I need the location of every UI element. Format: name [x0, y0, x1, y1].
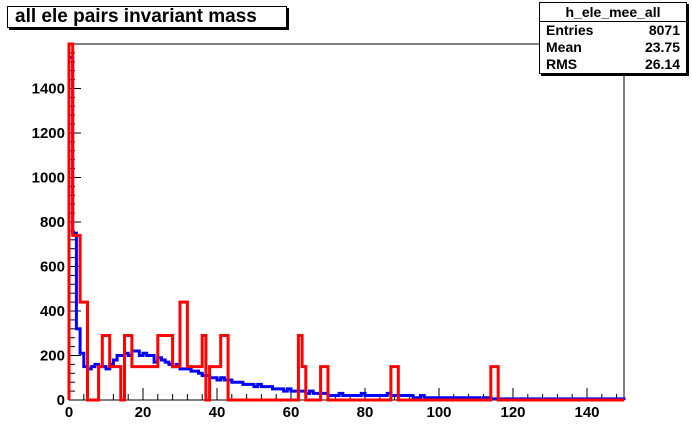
x-tick-label: 20 — [135, 404, 152, 421]
y-tick-label: 600 — [40, 259, 65, 276]
histogram-series-2 — [67, 42, 624, 402]
x-tick-label: 60 — [283, 404, 300, 421]
plot-area — [68, 43, 625, 401]
x-tick-label: 100 — [426, 404, 451, 421]
chart-title-box: all ele pairs invariant mass — [7, 6, 287, 28]
x-tick-label: 140 — [574, 404, 599, 421]
x-tick-label: 120 — [500, 404, 525, 421]
stats-histogram-name: h_ele_mee_all — [540, 3, 686, 22]
y-tick-label: 0 — [57, 392, 65, 409]
stats-row-mean: Mean 23.75 — [540, 39, 686, 56]
y-tick-label: 800 — [40, 214, 65, 231]
y-tick-label: 1400 — [32, 81, 65, 98]
stats-value-entries: 8071 — [648, 22, 680, 38]
x-tick-label: 40 — [209, 404, 226, 421]
stats-label-rms: RMS — [546, 56, 578, 72]
x-tick-label: 0 — [65, 404, 73, 421]
stats-box: h_ele_mee_all Entries 8071 Mean 23.75 RM… — [539, 2, 687, 74]
y-tick-label: 1000 — [32, 170, 65, 187]
stats-row-entries: Entries 8071 — [540, 22, 686, 39]
stats-row-rms: RMS 26.14 — [540, 56, 686, 73]
y-tick-label: 200 — [40, 348, 65, 365]
y-tick-label: 400 — [40, 303, 65, 320]
stats-label-entries: Entries — [546, 22, 594, 38]
stats-label-mean: Mean — [546, 39, 582, 55]
stats-value-mean: 23.75 — [644, 39, 680, 55]
y-tick-label: 1200 — [32, 125, 65, 142]
chart-title: all ele pairs invariant mass — [15, 6, 257, 27]
x-tick-label: 80 — [357, 404, 374, 421]
stats-value-rms: 26.14 — [644, 56, 680, 72]
